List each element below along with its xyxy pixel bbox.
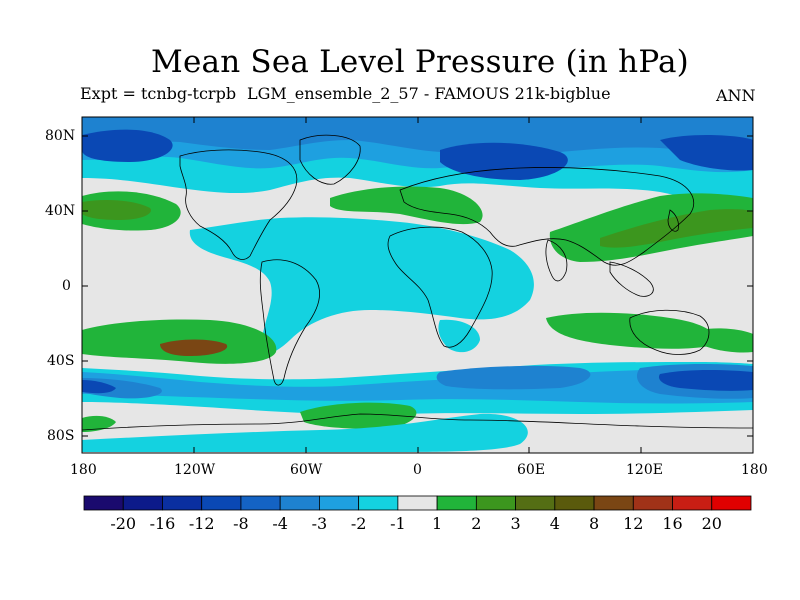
coast-india bbox=[545, 239, 568, 282]
lon-ticks bbox=[193, 117, 642, 453]
colorbar-swatch bbox=[279, 495, 320, 511]
lat-ticks bbox=[82, 135, 753, 437]
colorbar-swatch bbox=[162, 495, 203, 511]
ensemble-label: LGM_ensemble_2_57 - FAMOUS 21k-bigblue bbox=[247, 84, 611, 103]
coast-greenland bbox=[299, 134, 361, 185]
field-tropics-cyan bbox=[189, 217, 534, 353]
colorbar-swatch bbox=[122, 495, 163, 511]
coast-se-asia bbox=[609, 261, 654, 297]
colorbar-label: 3 bbox=[510, 514, 521, 533]
field-n-pacific-pos2 bbox=[82, 200, 151, 220]
field-southern-deep-west bbox=[82, 380, 116, 394]
colorbar-label: -12 bbox=[188, 514, 215, 533]
colorbar-label: 2 bbox=[471, 514, 482, 533]
lon-label-120w: 120W bbox=[174, 462, 216, 478]
field-southern-deep-east bbox=[658, 370, 753, 391]
colorbar-label: -20 bbox=[110, 514, 137, 533]
colorbar-swatch bbox=[632, 495, 673, 511]
colorbar-swatch bbox=[475, 495, 516, 511]
colorbar-swatch bbox=[358, 495, 399, 511]
lat-label-40s: 40S bbox=[47, 353, 75, 369]
lat-label-80n: 80N bbox=[45, 128, 76, 144]
colorbar-swatch bbox=[397, 495, 438, 511]
field-n-atlantic-pos bbox=[330, 186, 483, 225]
colorbar-swatch bbox=[201, 495, 242, 511]
field-antarctic-pos bbox=[300, 402, 417, 429]
coast-antarctica bbox=[82, 413, 753, 431]
colorbar-label: 4 bbox=[549, 514, 560, 533]
lat-label-80s: 80S bbox=[47, 428, 75, 444]
colorbar-label: 1 bbox=[432, 514, 443, 533]
chart-title: Mean Sea Level Pressure (in hPa) bbox=[151, 44, 689, 80]
colorbar-swatch bbox=[83, 495, 124, 511]
season-label: ANN bbox=[716, 86, 756, 105]
colorbar-swatch bbox=[711, 495, 752, 511]
colorbar-swatch bbox=[672, 495, 713, 511]
colorbar-swatch bbox=[515, 495, 556, 511]
coast-north-america bbox=[179, 149, 298, 260]
colorbar-label: -1 bbox=[390, 514, 406, 533]
lon-label-0: 0 bbox=[413, 462, 422, 478]
field-southern-mid-center bbox=[436, 365, 591, 390]
field-arctic-mid bbox=[82, 117, 753, 156]
coast-eurasia bbox=[399, 167, 695, 266]
lon-label-60e: 60E bbox=[517, 462, 546, 478]
coast-south-america bbox=[259, 259, 320, 386]
colorbar-swatch bbox=[436, 495, 477, 511]
field-asia-pos2 bbox=[600, 209, 753, 248]
colorbar-label: 16 bbox=[662, 514, 683, 533]
colorbar-label: -4 bbox=[272, 514, 288, 533]
field-s-pacific-pos3 bbox=[160, 339, 228, 356]
colorbar-label: -2 bbox=[350, 514, 367, 533]
colorbar-label: -8 bbox=[233, 514, 249, 533]
coast-australia bbox=[629, 309, 710, 355]
colorbar-swatch bbox=[240, 495, 281, 511]
lon-label-180e: 180 bbox=[741, 462, 768, 478]
field-antarctic-cyan bbox=[82, 413, 528, 452]
field-s-pacific-east-pos bbox=[700, 328, 753, 353]
colorbar-label: -16 bbox=[149, 514, 176, 533]
colorbar bbox=[83, 495, 752, 511]
field-indian-pos bbox=[546, 312, 717, 349]
field-arctic-deep-west bbox=[82, 129, 173, 162]
field-antarctic-pos-west bbox=[82, 415, 116, 432]
lon-label-60w: 60W bbox=[290, 462, 323, 478]
colorbar-label: -3 bbox=[311, 514, 328, 533]
lon-label-180w: 180 bbox=[70, 462, 97, 478]
lat-label-0: 0 bbox=[62, 278, 71, 294]
field-arctic-deep-east bbox=[660, 135, 753, 171]
experiment-label: Expt = tcnbg-tcrpb bbox=[80, 84, 237, 103]
lon-label-120e: 120E bbox=[626, 462, 663, 478]
coast-japan bbox=[667, 209, 679, 232]
colorbar-swatch bbox=[593, 495, 634, 511]
colorbar-swatch bbox=[554, 495, 595, 511]
colorbar-swatch bbox=[319, 495, 360, 511]
lat-label-40n: 40N bbox=[45, 203, 76, 219]
colorbar-label: 12 bbox=[623, 514, 644, 533]
coast-africa bbox=[387, 226, 493, 348]
field-south-atlantic-cyan bbox=[438, 319, 480, 353]
colorbar-label: 8 bbox=[588, 514, 600, 533]
colorbar-label: 20 bbox=[701, 514, 722, 533]
coastlines bbox=[82, 134, 753, 431]
field-arctic-deep-siberia bbox=[440, 142, 568, 180]
